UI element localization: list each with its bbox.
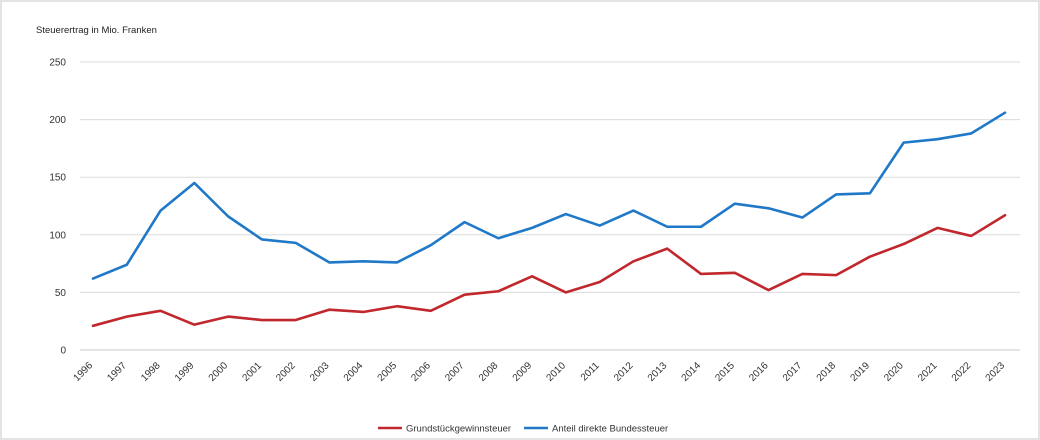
legend-label-1: Anteil direkte Bundessteuer xyxy=(552,424,668,435)
x-tick-label: 2013 xyxy=(646,360,670,384)
x-tick-label: 2003 xyxy=(308,360,332,384)
grid-layer xyxy=(80,61,1020,351)
x-tick-label: 1999 xyxy=(173,360,197,384)
x-tick-label: 2018 xyxy=(815,360,839,384)
legend-label-0: Grundstückgewinnsteuer xyxy=(406,424,511,435)
x-tick-label: 2007 xyxy=(443,360,467,384)
x-tick-label: 2020 xyxy=(882,360,906,384)
x-tick-label: 2016 xyxy=(747,360,771,384)
series-line-0 xyxy=(91,213,1007,328)
x-tick-label: 2000 xyxy=(207,360,231,384)
x-tick-label: 2010 xyxy=(544,360,568,384)
x-tick-label: 2008 xyxy=(477,360,501,384)
legend: Grundstückgewinnsteuer Anteil direkte Bun… xyxy=(378,424,668,435)
x-tick-label: 2014 xyxy=(680,360,704,384)
x-tick-label: 2019 xyxy=(848,360,872,384)
series-layer xyxy=(91,111,1007,328)
x-tick-labels: 1996 1997 1998 1999 2000 2001 2002 2003 2004 2005… xyxy=(72,360,1008,384)
x-tick-label: 2011 xyxy=(579,360,602,383)
x-tick-label: 2021 xyxy=(916,360,940,384)
y-tick-label: 200 xyxy=(49,115,66,126)
y-tick-label: 250 xyxy=(49,58,66,69)
x-tick-label: 1996 xyxy=(72,360,96,384)
y-tick-label: 100 xyxy=(49,230,66,241)
x-tick-label: 2001 xyxy=(240,360,264,384)
x-tick-label: 2009 xyxy=(511,360,535,384)
x-tick-label: 2015 xyxy=(713,360,737,384)
y-tick-label: 150 xyxy=(49,173,66,184)
y-tick-labels: 0 50 100 150 200 250 xyxy=(49,58,66,357)
x-tick-label: 1997 xyxy=(105,360,129,384)
x-tick-label: 2012 xyxy=(612,360,636,384)
x-tick-label: 2004 xyxy=(342,360,366,384)
x-tick-label: 2023 xyxy=(984,360,1008,384)
y-tick-label: 50 xyxy=(55,288,67,299)
series-line-1 xyxy=(91,111,1007,280)
x-tick-label: 2005 xyxy=(376,360,400,384)
x-tick-label: 2006 xyxy=(409,360,433,384)
x-tick-label: 2002 xyxy=(274,360,298,384)
y-axis-label: Steuerertrag in Mio. Franken xyxy=(36,25,157,36)
x-tick-label: 2022 xyxy=(950,360,974,384)
y-tick-label: 0 xyxy=(60,346,66,357)
x-tick-label: 1998 xyxy=(139,360,163,384)
x-tick-label: 2017 xyxy=(781,360,805,384)
